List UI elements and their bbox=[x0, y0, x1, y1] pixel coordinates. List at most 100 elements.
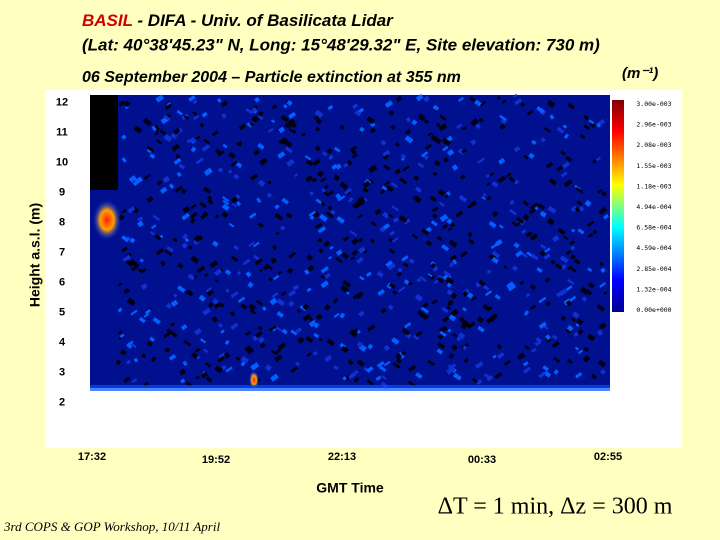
y-tick-label: 3 bbox=[59, 366, 65, 378]
x-tick-label: 02:55 bbox=[594, 451, 622, 463]
heatmap-texture-cell bbox=[139, 258, 144, 263]
heatmap-texture-cell bbox=[309, 190, 314, 196]
heatmap-texture-cell bbox=[588, 233, 594, 238]
heatmap-texture-cell bbox=[163, 114, 171, 121]
heatmap-texture-cell bbox=[286, 99, 293, 106]
heatmap-texture-cell bbox=[194, 328, 202, 336]
heatmap-texture-cell bbox=[249, 308, 257, 315]
heatmap-texture-cell bbox=[543, 247, 551, 254]
heatmap-texture-cell bbox=[460, 174, 466, 180]
heatmap-texture-cell bbox=[382, 149, 391, 157]
heatmap-texture-cell bbox=[333, 312, 340, 318]
heatmap-texture-cell bbox=[220, 329, 225, 334]
heatmap-texture-cell bbox=[261, 306, 267, 312]
heatmap-texture-cell bbox=[190, 203, 197, 210]
heatmap-texture-cell bbox=[456, 123, 463, 129]
heatmap-texture-cell bbox=[233, 245, 239, 251]
heatmap-texture-cell bbox=[574, 346, 580, 351]
heatmap-texture-cell bbox=[382, 211, 390, 219]
heatmap-texture-cell bbox=[571, 317, 576, 322]
heatmap-texture-cell bbox=[162, 175, 171, 184]
heatmap-texture-cell bbox=[313, 332, 320, 339]
heatmap-texture-cell bbox=[277, 151, 286, 159]
heatmap-texture-cell bbox=[525, 230, 533, 238]
heatmap-texture-cell bbox=[496, 352, 505, 360]
heatmap-texture-cell bbox=[467, 231, 473, 238]
heatmap-texture-cell bbox=[317, 170, 324, 178]
heatmap-texture-cell bbox=[452, 333, 458, 338]
heatmap-texture-cell bbox=[281, 328, 288, 335]
heatmap-texture-cell bbox=[581, 296, 588, 303]
heatmap-texture-cell bbox=[456, 336, 462, 342]
heatmap-texture-cell bbox=[390, 125, 396, 130]
heatmap-texture-cell bbox=[328, 255, 333, 260]
heatmap-texture-cell bbox=[270, 257, 277, 264]
heatmap-texture-cell bbox=[315, 222, 323, 230]
heatmap-texture-cell bbox=[307, 265, 315, 272]
heatmap-texture-cell bbox=[513, 242, 520, 249]
heatmap-texture-cell bbox=[248, 241, 255, 247]
heatmap-texture-cell bbox=[230, 322, 239, 330]
heatmap-texture-cell bbox=[387, 263, 396, 271]
heatmap-texture-cell bbox=[330, 209, 336, 215]
heatmap-texture-cell bbox=[540, 137, 546, 143]
heatmap-texture-cell bbox=[203, 186, 212, 195]
heatmap-texture-cell bbox=[228, 222, 235, 228]
heatmap-texture-cell bbox=[565, 249, 572, 256]
heatmap-texture-cell bbox=[556, 126, 565, 134]
heatmap-texture-cell bbox=[209, 260, 219, 269]
heatmap-texture-cell bbox=[155, 94, 165, 103]
heatmap-texture-cell bbox=[485, 173, 490, 178]
heatmap-texture-cell bbox=[230, 196, 238, 204]
heatmap-texture-cell bbox=[193, 235, 200, 241]
heatmap-texture-cell bbox=[599, 281, 607, 288]
heatmap-texture-cell bbox=[230, 255, 239, 263]
heatmap-texture-cell bbox=[432, 265, 439, 272]
heatmap-texture-cell bbox=[230, 160, 239, 167]
heatmap-texture-cell bbox=[203, 138, 211, 145]
heatmap-texture-cell bbox=[117, 307, 123, 313]
heatmap-texture-cell bbox=[491, 250, 501, 259]
heatmap-texture-cell bbox=[264, 364, 272, 372]
heatmap-texture-cell bbox=[363, 197, 368, 202]
x-tick-label: 22:13 bbox=[328, 451, 356, 463]
heatmap-texture-cell bbox=[306, 254, 314, 261]
heatmap-texture-cell bbox=[577, 228, 585, 235]
heatmap-texture-cell bbox=[231, 202, 238, 208]
heatmap-texture-cell bbox=[379, 189, 386, 195]
heatmap-texture-cell bbox=[548, 178, 558, 186]
heatmap-texture-cell bbox=[498, 224, 504, 229]
heatmap-texture-cell bbox=[419, 276, 427, 283]
heatmap-texture-cell bbox=[253, 149, 260, 156]
heatmap-texture-cell bbox=[528, 207, 537, 215]
heatmap-texture-cell bbox=[240, 355, 249, 364]
heatmap-texture-cell bbox=[586, 220, 595, 227]
heatmap-texture-cell bbox=[513, 146, 521, 153]
heatmap-texture-cell bbox=[224, 339, 230, 346]
heatmap-texture-cell bbox=[160, 260, 166, 267]
heatmap-texture-cell bbox=[306, 159, 314, 167]
heatmap-texture-cell bbox=[547, 217, 555, 226]
heatmap-texture-cell bbox=[446, 282, 452, 288]
heatmap-texture-cell bbox=[130, 309, 138, 316]
heatmap-texture-cell bbox=[395, 353, 402, 360]
heatmap-texture-cell bbox=[223, 352, 231, 359]
heatmap-texture-cell bbox=[188, 95, 196, 102]
heatmap-texture-cell bbox=[342, 235, 350, 242]
heatmap-texture-cell bbox=[314, 145, 321, 152]
heatmap-texture-cell bbox=[598, 322, 607, 330]
heatmap-texture-cell bbox=[176, 285, 186, 293]
heatmap-texture-cell bbox=[437, 342, 446, 350]
heatmap-texture-cell bbox=[348, 329, 358, 338]
heatmap-texture-cell bbox=[462, 345, 468, 351]
heatmap-texture-cell bbox=[494, 293, 501, 300]
heatmap-texture-cell bbox=[195, 347, 201, 353]
heatmap-texture-cell bbox=[515, 216, 525, 225]
heatmap-texture-cell bbox=[257, 222, 264, 228]
heatmap-texture-cell bbox=[203, 167, 213, 176]
heatmap-texture-cell bbox=[475, 123, 481, 130]
heatmap-texture-cell bbox=[443, 270, 452, 278]
heatmap-texture-cell bbox=[252, 335, 259, 342]
heatmap-texture-cell bbox=[308, 320, 317, 328]
heatmap-texture-cell bbox=[415, 94, 424, 102]
